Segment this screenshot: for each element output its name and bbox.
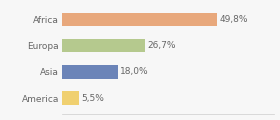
Text: 49,8%: 49,8% bbox=[220, 15, 248, 24]
Text: 18,0%: 18,0% bbox=[120, 67, 149, 76]
Bar bbox=[62, 91, 79, 105]
Bar bbox=[62, 39, 145, 52]
Text: 26,7%: 26,7% bbox=[148, 41, 176, 50]
Bar bbox=[62, 65, 118, 79]
Bar bbox=[62, 12, 218, 26]
Text: 5,5%: 5,5% bbox=[81, 94, 104, 103]
